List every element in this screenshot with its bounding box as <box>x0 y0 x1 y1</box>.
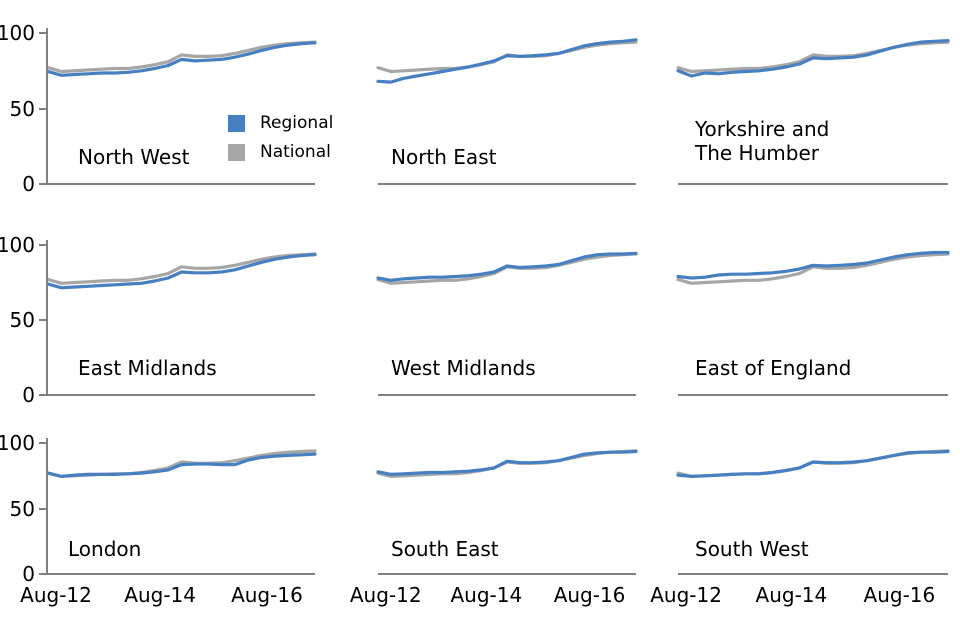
x-axis-line <box>378 573 636 575</box>
line-plot <box>376 449 638 479</box>
chart-title: East of England <box>695 356 852 380</box>
x-axis-line <box>48 183 315 185</box>
chart-title: North East <box>391 145 497 169</box>
y-axis-label-50: 50 <box>9 496 35 521</box>
regional-line <box>676 38 950 78</box>
x-axis-line <box>678 573 948 575</box>
y-axis-line <box>46 438 48 575</box>
line-plot <box>376 38 638 84</box>
line-plot <box>676 250 950 285</box>
y-axis-label-0: 0 <box>22 383 35 407</box>
x-axis-line <box>48 394 315 396</box>
y-axis-line <box>46 28 48 185</box>
national-line <box>46 252 317 285</box>
y-axis-line <box>46 240 48 396</box>
line-plot <box>676 38 950 78</box>
chart-cell-london: 100 50 0 London Aug-12 Aug-14 Aug-16 <box>0 433 317 607</box>
regional-line <box>376 38 638 84</box>
line-plot <box>46 252 317 290</box>
regional-line <box>46 253 317 290</box>
chart-title: London <box>68 537 142 561</box>
x-axis-label-aug-16: Aug-16 <box>553 583 626 607</box>
chart-cell-east-of-england: East of England <box>676 245 950 396</box>
legend-swatch-regional <box>228 114 245 132</box>
y-tick-0 <box>39 394 46 396</box>
y-tick-0 <box>39 573 46 575</box>
x-axis-line <box>378 394 636 396</box>
regional-line <box>46 452 317 479</box>
x-axis-label-aug-16: Aug-16 <box>863 583 936 607</box>
line-plot <box>46 40 317 77</box>
chart-title: South West <box>695 537 809 561</box>
line-plot <box>676 449 950 479</box>
x-axis-label-aug-12: Aug-12 <box>20 583 92 607</box>
x-axis-line <box>48 573 315 575</box>
x-axis-label-aug-12: Aug-12 <box>349 583 422 607</box>
chart-cell-north-west: 100 50 0 North West Regional National <box>0 23 333 194</box>
y-axis-label-50: 50 <box>9 308 35 332</box>
x-axis-label-aug-14: Aug-14 <box>755 583 828 607</box>
x-axis-line <box>678 394 948 396</box>
y-axis-label-50: 50 <box>9 96 35 121</box>
y-tick-0 <box>39 183 46 185</box>
chart-cell-east-midlands: 100 50 0 East Midlands <box>0 235 317 405</box>
regional-line <box>676 449 950 479</box>
national-line <box>676 252 950 285</box>
legend-item-regional: Regional <box>228 113 333 133</box>
x-axis-line <box>378 183 636 185</box>
chart-cell-south-west: South West Aug-12 Aug-14 Aug-16 <box>650 443 950 607</box>
line-plot <box>46 449 317 479</box>
y-axis-label-100: 100 <box>0 233 35 257</box>
chart-title: East Midlands <box>78 356 217 380</box>
y-tick-50 <box>39 319 46 321</box>
legend: Regional National <box>228 113 333 162</box>
legend-item-national: National <box>228 142 333 162</box>
x-axis-label-aug-14: Aug-14 <box>450 583 523 607</box>
x-axis-label-aug-12: Aug-12 <box>650 583 722 607</box>
y-axis-label-100: 100 <box>0 431 35 455</box>
chart-title: Yorkshire and The Humber <box>695 117 830 165</box>
x-axis-label-aug-16: Aug-16 <box>231 583 303 607</box>
legend-label-national: National <box>260 142 331 162</box>
chart-cell-south-east: South East Aug-12 Aug-14 Aug-16 <box>350 443 638 607</box>
chart-cell-west-midlands: West Midlands <box>376 245 638 396</box>
legend-label-regional: Regional <box>260 113 334 133</box>
regional-line <box>46 41 317 77</box>
line-plot <box>376 251 638 285</box>
chart-title: West Midlands <box>391 356 536 380</box>
chart-title: North West <box>78 145 190 169</box>
chart-title: South East <box>391 537 499 561</box>
y-tick-100 <box>39 442 46 444</box>
regional-line <box>676 250 950 280</box>
y-tick-100 <box>39 244 46 246</box>
regional-line <box>376 251 638 282</box>
regional-line <box>376 449 638 476</box>
y-axis-label-0: 0 <box>22 172 35 196</box>
national-line <box>46 40 317 74</box>
y-axis-label-100: 100 <box>0 21 35 45</box>
y-tick-50 <box>39 507 46 510</box>
chart-cell-north-east: North East <box>376 33 638 185</box>
y-axis-label-0: 0 <box>22 562 35 586</box>
legend-swatch-national <box>228 143 245 161</box>
chart-cell-yorkshire-and-the-humber: Yorkshire and The Humber <box>676 33 950 185</box>
y-tick-100 <box>39 32 46 34</box>
x-axis-line <box>678 183 948 185</box>
x-axis-label-aug-14: Aug-14 <box>124 583 196 607</box>
y-tick-50 <box>39 107 46 110</box>
